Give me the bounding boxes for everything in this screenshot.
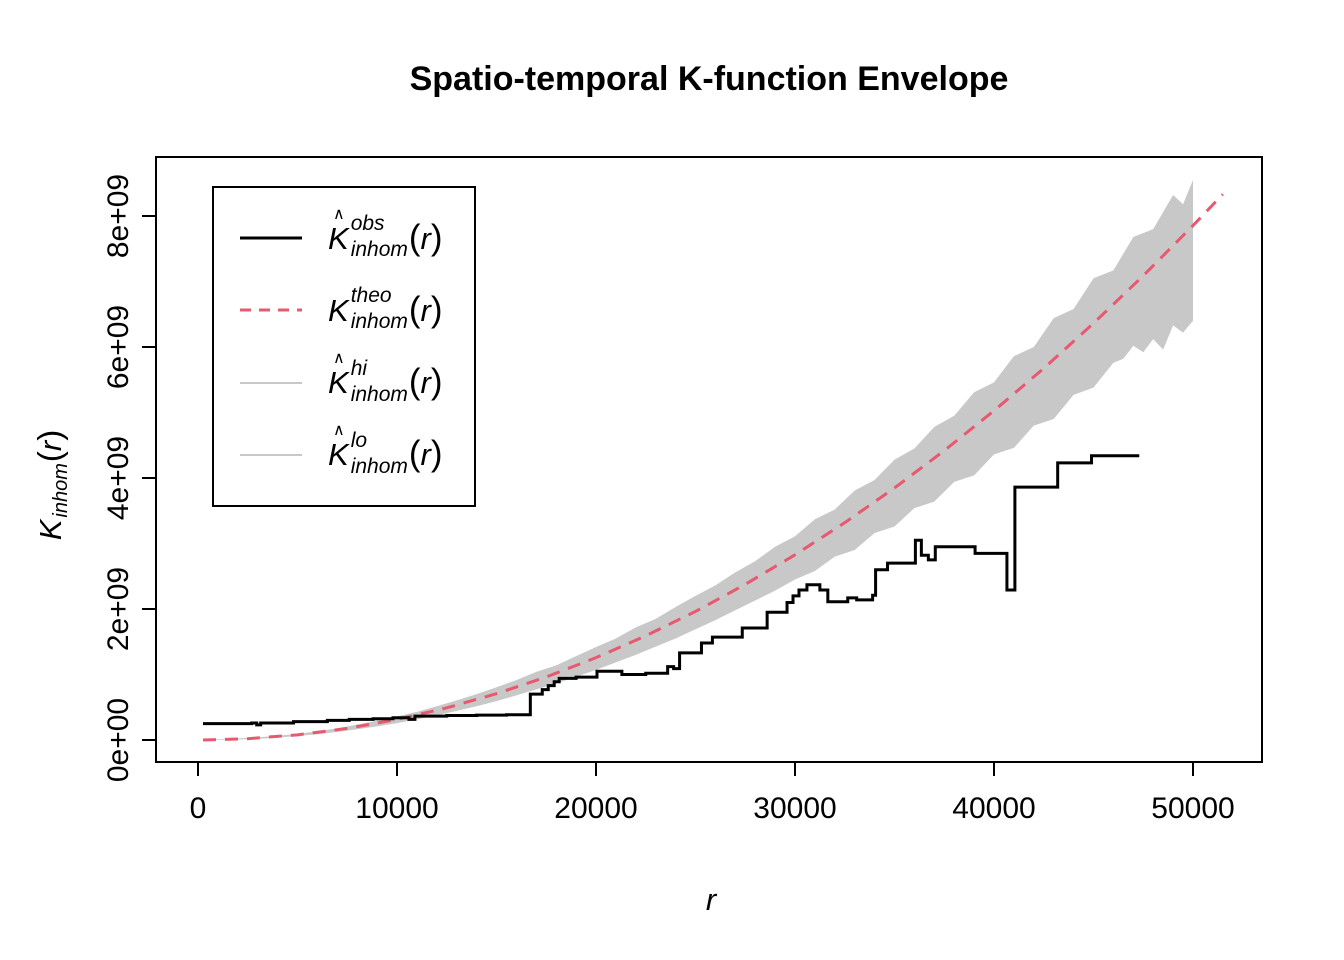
hat-icon: ∧: [333, 205, 345, 223]
theoretical-curve: [202, 193, 1224, 742]
x-tick-label: 10000: [355, 792, 438, 825]
y-axis-label-math: K inhom(r): [30, 429, 73, 541]
y-axis-label-arg: r: [32, 440, 68, 452]
envelope-band: [202, 179, 1194, 740]
x-tick-label: 0: [190, 792, 207, 825]
x-axis-label: r: [706, 882, 718, 917]
hat-icon: ∧: [333, 350, 345, 368]
legend-line-hi: [240, 381, 302, 384]
plot-title: Spatio-temporal K-function Envelope: [410, 60, 1009, 98]
x-tick-label: 40000: [952, 792, 1035, 825]
plot-border: [155, 156, 1263, 763]
legend-line-obs: [240, 236, 302, 240]
chart-layers: 0 10000 20000 30000 40000 50000 0e+00 2e+09 4e+0…: [102, 156, 1263, 825]
x-tick-label: 50000: [1151, 792, 1234, 825]
y-tick-label: 8e+09: [102, 174, 135, 258]
y-axis-label: K inhom(r): [30, 375, 73, 595]
x-tick-label: 20000: [554, 792, 637, 825]
hat-icon: ∧: [333, 422, 345, 440]
y-tick-label: 0e+00: [102, 698, 135, 782]
y-axis-label-sub: inhom: [50, 463, 72, 518]
legend-line-lo: [240, 453, 302, 456]
legend-line-theo: [240, 308, 302, 312]
y-tick-label: 2e+09: [102, 567, 135, 651]
y-axis-label-k: K: [32, 519, 68, 541]
y-tick-label: 4e+09: [102, 436, 135, 520]
x-tick-label: 30000: [753, 792, 836, 825]
observed-curve: [202, 454, 1140, 727]
y-tick-label: 6e+09: [102, 305, 135, 389]
